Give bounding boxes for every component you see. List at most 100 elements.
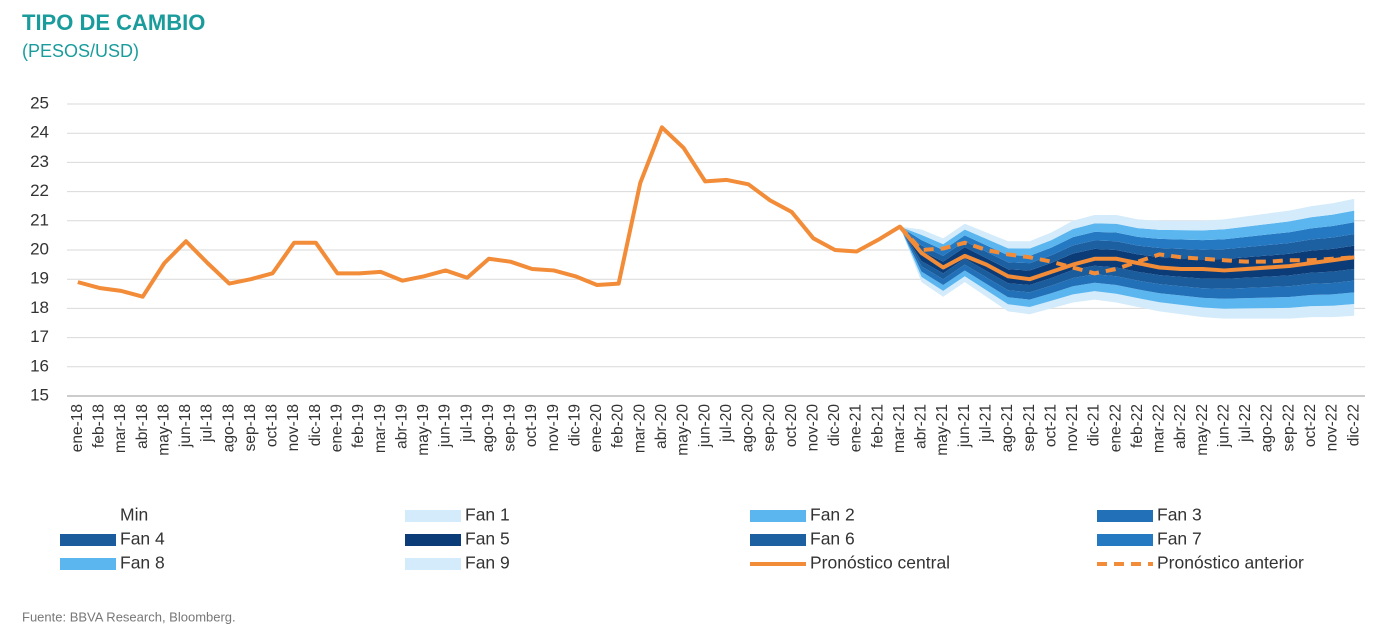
- y-tick-label: 18: [30, 298, 49, 317]
- x-tick-label: jun-18: [177, 404, 194, 448]
- y-tick-label: 20: [30, 239, 49, 258]
- x-tick-label: jun-22: [1215, 404, 1232, 448]
- x-tick-label: ago-20: [740, 404, 757, 453]
- x-tick-label: abr-19: [393, 404, 410, 449]
- legend-label: Fan 9: [465, 553, 510, 573]
- x-tick-label: mar-18: [112, 404, 129, 453]
- legend-swatch: [405, 558, 461, 570]
- x-tick-label: nov-21: [1064, 404, 1081, 451]
- x-tick-label: nov-22: [1324, 404, 1341, 451]
- x-tick-label: may-20: [675, 404, 692, 456]
- x-tick-label: jul-22: [1237, 404, 1254, 443]
- legend-swatch: [1097, 534, 1153, 546]
- x-tick-label: sep-22: [1280, 404, 1297, 451]
- legend-label: Fan 2: [810, 505, 855, 525]
- x-tick-label: jul-21: [978, 404, 995, 443]
- legend-label: Pronóstico central: [810, 553, 950, 573]
- fan-area: [899, 226, 1355, 300]
- x-tick-label: mar-22: [1151, 404, 1168, 453]
- y-tick-label: 25: [30, 93, 49, 112]
- x-tick-label: abr-21: [913, 404, 930, 449]
- fan-area: [899, 222, 1355, 264]
- x-tick-label: ene-19: [329, 404, 346, 452]
- legend-swatch: [750, 510, 806, 522]
- x-tick-label: sep-18: [242, 404, 259, 451]
- fan-area: [899, 226, 1355, 309]
- fan-area: [899, 210, 1355, 256]
- x-tick-label: jul-20: [718, 404, 735, 443]
- x-tick-label: mar-21: [891, 404, 908, 453]
- y-tick-label: 17: [30, 327, 49, 346]
- legend-label: Fan 7: [1157, 529, 1202, 549]
- legend-swatch: [1097, 510, 1153, 522]
- legend-label: Fan 6: [810, 529, 855, 549]
- x-tick-label: mar-19: [372, 404, 389, 453]
- x-tick-label: nov-18: [285, 404, 302, 451]
- x-tick-label: abr-20: [653, 404, 670, 449]
- x-tick-label: abr-18: [134, 404, 151, 449]
- x-tick-label: feb-19: [350, 404, 367, 448]
- y-tick-label: 16: [30, 356, 49, 375]
- x-tick-label: oct-21: [1042, 404, 1059, 447]
- chart-title: TIPO DE CAMBIO: [22, 10, 205, 35]
- x-tick-label: abr-22: [1172, 404, 1189, 449]
- legend-swatch: [405, 510, 461, 522]
- y-tick-label: 23: [30, 152, 49, 171]
- y-tick-label: 15: [30, 385, 49, 404]
- legend-label: Pronóstico anterior: [1157, 553, 1304, 573]
- x-tick-label: ene-20: [588, 404, 605, 453]
- fan-area: [899, 226, 1355, 271]
- x-tick-label: may-21: [934, 404, 951, 456]
- x-tick-label: oct-18: [264, 404, 281, 447]
- line: [77, 125, 1355, 299]
- x-tick-label: jun-19: [437, 404, 454, 448]
- y-tick-label: 22: [30, 181, 49, 200]
- x-tick-label: ago-18: [220, 404, 237, 452]
- x-tick-label: dic-21: [1086, 404, 1103, 446]
- x-tick-label: dic-20: [826, 404, 843, 447]
- x-tick-label: dic-18: [307, 404, 324, 446]
- x-tick-label: oct-19: [523, 404, 540, 447]
- legend-label: Fan 4: [120, 529, 165, 549]
- y-tick-label: 21: [30, 210, 49, 229]
- x-tick-label: jun-20: [696, 404, 713, 448]
- x-tick-label: mar-20: [631, 404, 648, 453]
- x-tick-label: dic-22: [1345, 404, 1362, 446]
- legend-swatch: [405, 534, 461, 546]
- x-tick-label: ene-21: [848, 404, 865, 452]
- x-tick-label: ago-22: [1259, 404, 1276, 452]
- x-tick-label: jul-19: [458, 404, 475, 443]
- x-tick-label: nov-19: [545, 404, 562, 451]
- legend-label: Fan 8: [120, 553, 165, 573]
- x-tick-label: ene-18: [69, 404, 86, 452]
- dashed-line: [898, 225, 1355, 276]
- x-tick-label: jul-18: [199, 404, 216, 443]
- x-tick-label: may-18: [155, 404, 172, 456]
- x-tick-label: sep-19: [502, 404, 519, 451]
- fan-area: [899, 226, 1355, 319]
- fan-area: [899, 198, 1355, 249]
- x-tick-label: feb-18: [91, 404, 108, 448]
- x-tick-label: ago-19: [480, 404, 497, 452]
- x-tick-label: ene-22: [1107, 404, 1124, 452]
- x-tick-label: dic-19: [566, 404, 583, 446]
- x-tick-label: may-22: [1194, 404, 1211, 456]
- x-tick-label: may-19: [415, 404, 432, 456]
- x-tick-label: feb-20: [610, 404, 627, 448]
- x-tick-label: sep-20: [761, 404, 778, 452]
- legend-swatch: [750, 534, 806, 546]
- x-tick-label: oct-22: [1302, 404, 1319, 447]
- x-tick-label: nov-20: [804, 404, 821, 452]
- y-tick-label: 19: [30, 269, 49, 288]
- legend-label: Fan 1: [465, 505, 510, 525]
- x-tick-label: feb-21: [869, 404, 886, 448]
- legend-label: Min: [120, 505, 148, 525]
- y-tick-label: 24: [30, 123, 49, 142]
- x-tick-label: jun-21: [956, 404, 973, 448]
- chart-subtitle: (PESOS/USD): [22, 41, 139, 61]
- legend-swatch: [60, 558, 116, 570]
- source-note: Fuente: BBVA Research, Bloomberg.: [22, 609, 236, 624]
- x-tick-label: ago-21: [999, 404, 1016, 452]
- legend-label: Fan 5: [465, 529, 510, 549]
